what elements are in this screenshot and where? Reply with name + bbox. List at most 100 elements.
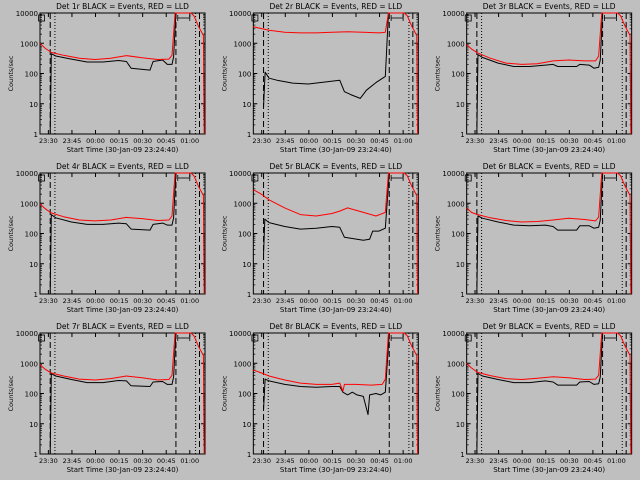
x-tick-label: 00:30 <box>347 457 366 465</box>
series-line-red <box>253 332 419 455</box>
x-axis-label: Start Time (30-Jan-09 23:24:40) <box>280 146 392 154</box>
series-line-black <box>49 12 177 133</box>
y-tick-label: 10 <box>456 421 465 429</box>
x-tick-label: 00:30 <box>560 457 579 465</box>
y-axis-label: Counts/sec <box>434 215 442 251</box>
y-tick-label: 1000 <box>20 360 38 368</box>
x-tick-label: 23:45 <box>489 137 508 145</box>
chart-title: Det 5r BLACK = Events, RED = LLD <box>269 162 402 171</box>
series-line-red <box>466 332 632 455</box>
series-line-red <box>466 12 632 135</box>
series-line-black <box>263 333 390 416</box>
x-axis-label: Start Time (30-Jan-09 23:24:40) <box>280 306 392 314</box>
x-tick-label: 23:45 <box>63 457 82 465</box>
y-tick-label: 10 <box>242 421 251 429</box>
y-axis-label: Counts/sec <box>220 215 228 251</box>
series-line-black <box>49 172 177 293</box>
chart-panel-4: Det 4r BLACK = Events, RED = LLD Counts/s… <box>7 162 206 314</box>
x-tick-label: 00:15 <box>110 137 129 145</box>
y-tick-label: 10000 <box>16 10 38 18</box>
y-tick-label: 1 <box>247 451 251 459</box>
series-line-black <box>263 173 390 255</box>
plot-frame <box>252 172 419 295</box>
x-tick-label: 00:45 <box>584 137 603 145</box>
x-tick-label: 01:00 <box>394 297 413 305</box>
y-tick-label: 10000 <box>229 330 251 338</box>
x-tick-label: 23:45 <box>489 457 508 465</box>
y-tick-label: 1 <box>34 291 38 299</box>
chart-title: Det 7r BLACK = Events, RED = LLD <box>56 322 189 331</box>
x-tick-label: 01:00 <box>607 137 626 145</box>
x-tick-label: 00:15 <box>536 457 555 465</box>
chart-title: Det 2r BLACK = Events, RED = LLD <box>269 2 402 11</box>
x-tick-label: 00:45 <box>157 297 176 305</box>
x-tick-label: 00:00 <box>299 137 318 145</box>
series-line-red <box>466 172 632 295</box>
x-tick-label: 23:30 <box>466 297 485 305</box>
y-tick-label: 1 <box>34 131 38 139</box>
x-tick-label: 01:00 <box>607 457 626 465</box>
plot-frame <box>39 12 206 135</box>
x-tick-label: 01:00 <box>607 297 626 305</box>
x-tick-label: 23:30 <box>252 457 271 465</box>
plot-frame <box>252 332 419 455</box>
x-tick-label: 00:15 <box>323 297 342 305</box>
x-tick-label: 00:45 <box>370 137 389 145</box>
x-tick-label: 00:00 <box>513 137 532 145</box>
series-line-red <box>253 172 419 295</box>
x-tick-label: 00:45 <box>157 457 176 465</box>
state-marker-square <box>464 14 472 22</box>
x-tick-label: 00:15 <box>323 457 342 465</box>
x-tick-label: 23:45 <box>276 137 295 145</box>
x-tick-label: 00:15 <box>110 297 129 305</box>
state-marker-square <box>464 174 472 182</box>
plot-frame <box>466 332 633 455</box>
y-tick-label: 1 <box>247 131 251 139</box>
y-tick-label: 10000 <box>442 330 464 338</box>
x-tick-label: 00:45 <box>584 457 603 465</box>
state-marker-square <box>251 174 259 182</box>
x-tick-label: 01:00 <box>394 137 413 145</box>
y-tick-label: 10000 <box>16 330 38 338</box>
x-axis-label: Start Time (30-Jan-09 23:24:40) <box>67 306 179 314</box>
series-line-black <box>263 13 389 107</box>
y-tick-label: 1 <box>460 291 464 299</box>
x-axis-label: Start Time (30-Jan-09 23:24:40) <box>493 466 605 474</box>
state-marker-square <box>38 174 45 182</box>
x-tick-label: 00:00 <box>513 297 532 305</box>
x-tick-label: 01:00 <box>394 457 413 465</box>
y-tick-label: 1000 <box>20 200 38 208</box>
y-tick-label: 1 <box>34 451 38 459</box>
chart-panel-8: Det 8r BLACK = Events, RED = LLD Counts/s… <box>220 322 419 474</box>
x-tick-label: 00:30 <box>560 297 579 305</box>
y-tick-label: 1000 <box>234 40 252 48</box>
y-tick-label: 1 <box>460 451 464 459</box>
plot-frame <box>39 172 206 295</box>
y-tick-label: 100 <box>451 231 464 239</box>
plot-frame <box>466 12 633 135</box>
y-tick-label: 100 <box>25 71 38 79</box>
y-axis-label: Counts/sec <box>7 55 15 91</box>
x-tick-label: 00:45 <box>370 297 389 305</box>
y-tick-label: 10 <box>29 261 38 269</box>
y-tick-label: 10000 <box>16 170 38 178</box>
x-tick-label: 00:00 <box>86 297 105 305</box>
chart-panel-3: Det 3r BLACK = Events, RED = LLD Counts/s… <box>434 2 633 154</box>
x-tick-label: 23:45 <box>489 297 508 305</box>
x-tick-label: 23:30 <box>252 137 271 145</box>
state-marker-square <box>251 334 259 342</box>
series-line-black <box>476 172 604 293</box>
y-tick-label: 10000 <box>229 170 251 178</box>
y-tick-label: 10000 <box>442 170 464 178</box>
y-axis-label: Counts/sec <box>7 375 15 411</box>
chart-panel-9: Det 9r BLACK = Events, RED = LLD Counts/s… <box>434 322 633 474</box>
x-tick-label: 00:30 <box>133 457 152 465</box>
x-tick-label: 23:30 <box>252 297 271 305</box>
y-tick-label: 1 <box>460 131 464 139</box>
chart-title: Det 6r BLACK = Events, RED = LLD <box>483 162 616 171</box>
series-line-red <box>253 12 419 135</box>
chart-title: Det 4r BLACK = Events, RED = LLD <box>56 162 189 171</box>
x-tick-label: 00:30 <box>560 137 579 145</box>
chart-title: Det 1r BLACK = Events, RED = LLD <box>56 2 189 11</box>
